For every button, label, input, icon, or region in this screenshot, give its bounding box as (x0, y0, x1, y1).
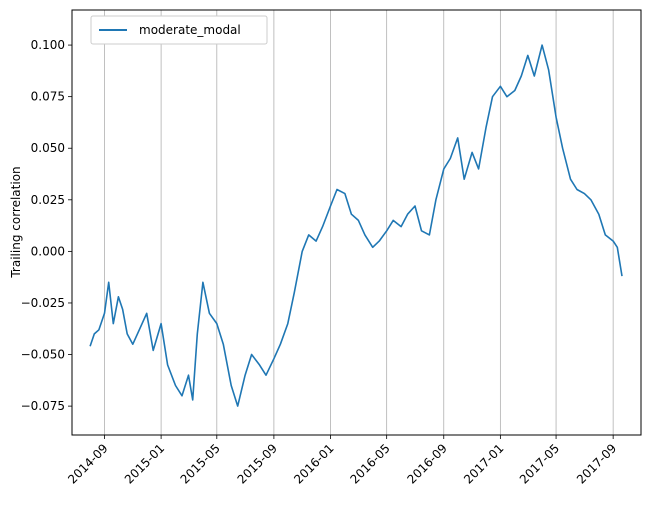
x-tick-label: 2016-05 (347, 441, 392, 486)
y-tick-label: 0.025 (31, 193, 65, 207)
x-tick-label: 2017-09 (574, 441, 619, 486)
y-tick-label: 0.000 (31, 244, 65, 258)
y-tick-label: 0.100 (31, 38, 65, 52)
x-tick-label: 2015-05 (178, 441, 223, 486)
x-tick-label: 2016-01 (291, 441, 336, 486)
y-tick-label: −0.075 (21, 399, 65, 413)
y-tick-label: −0.025 (21, 296, 65, 310)
x-tick-label: 2015-01 (122, 441, 167, 486)
x-tick-label: 2017-01 (461, 441, 506, 486)
legend: moderate_modal (90, 15, 268, 45)
legend-box (90, 15, 268, 45)
y-tick-label: 0.050 (31, 141, 65, 155)
x-tick-label: 2016-09 (405, 441, 450, 486)
x-tick-label: 2017-05 (517, 441, 562, 486)
grid-lines (104, 10, 614, 435)
series-lines (89, 44, 623, 407)
y-axis-ticks: −0.075 −0.050 −0.025 0.000 0.025 0.050 0.075 0.… (21, 38, 72, 413)
y-axis-label: Trailing correlation (9, 166, 23, 278)
legend-label: moderate_modal (139, 23, 241, 37)
plot-area-frame (71, 9, 642, 436)
x-tick-label: 2014-09 (65, 441, 110, 486)
x-tick-label: 2015-09 (235, 441, 280, 486)
y-tick-label: 0.075 (31, 90, 65, 104)
series-line (89, 44, 623, 407)
x-axis-ticks: 2014-09 2015-01 2015-05 2015-09 2016-01 2016-… (65, 435, 619, 487)
y-tick-label: −0.050 (21, 348, 65, 362)
